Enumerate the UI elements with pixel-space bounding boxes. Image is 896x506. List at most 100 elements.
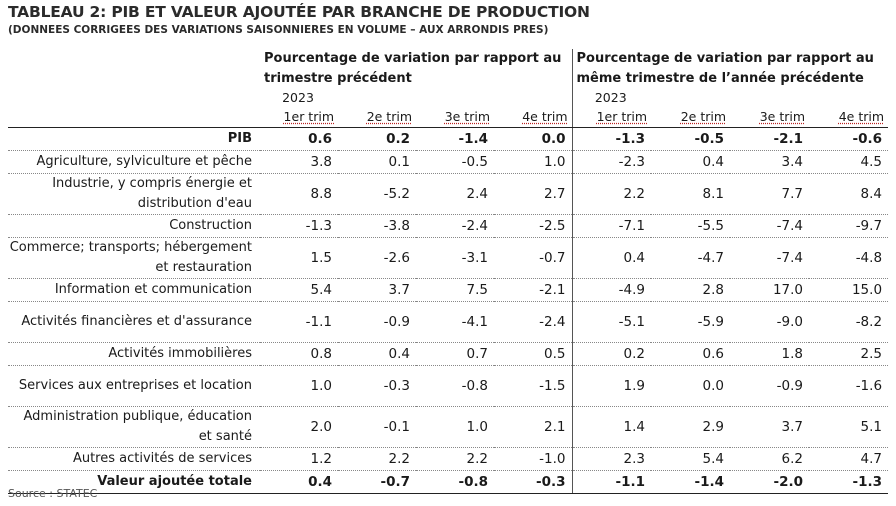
value-cell: 2.0 [260,406,338,448]
value-cell: -0.8 [416,470,494,494]
value-cell: 0.0 [651,365,731,407]
quarter-header: 3e trim [730,107,810,128]
value-cell: -7.4 [730,214,810,238]
table-row: Industrie, y compris énergie et distribu… [8,173,889,215]
table-subtitle: (DONNEES CORRIGEES DES VARIATIONS SAISON… [8,24,549,36]
value-cell: 0.8 [260,342,338,366]
value-cell: -7.1 [572,214,652,238]
row-label: Industrie, y compris énergie et distribu… [8,173,260,215]
value-cell: 0.4 [572,237,652,279]
row-label: Commerce; transports; hébergement et res… [8,237,260,279]
value-cell: 1.0 [416,406,494,448]
year-label: 2023 [282,90,314,105]
value-cell: 1.0 [494,150,573,174]
gdp-table: Pourcentage de variation par rapport au … [8,49,889,494]
value-cell: 8.4 [809,173,889,215]
value-cell: -5.5 [651,214,731,238]
value-cell: -9.0 [730,301,810,343]
quarter-header: 3e trim [416,107,494,128]
table-row: Construction -1.3 -3.8 -2.4 -2.5 -7.1 -5.5 -7.4… [8,214,889,238]
value-cell: 0.6 [651,342,731,366]
value-cell: -2.3 [572,150,652,174]
value-cell: -5.9 [651,301,731,343]
value-cell: 17.0 [730,278,810,302]
table-row: Activités immobilières 0.8 0.4 0.7 0.5 0.2 0.6… [8,342,889,366]
row-label: Activités immobilières [8,342,260,366]
value-cell: 4.7 [809,447,889,471]
table-row: Valeur ajoutée totale 0.4 -0.7 -0.8 -0.3 -1.1… [8,470,889,494]
quarter-header: 1er trim [260,107,338,128]
value-cell: -3.8 [338,214,416,238]
value-cell: 1.4 [572,406,652,448]
value-cell: -0.5 [416,150,494,174]
value-cell: -2.4 [494,301,573,343]
quarter-row: 1er trim 2e trim 3e trim 4e trim 1er tri… [8,107,889,128]
value-cell: -0.7 [494,237,573,279]
value-cell: 0.2 [338,127,416,151]
value-cell: 0.4 [338,342,416,366]
value-cell: 5.4 [260,278,338,302]
value-cell: -2.1 [730,127,810,151]
value-cell: 2.1 [494,406,573,448]
table-row: Commerce; transports; hébergement et res… [8,237,889,279]
value-cell: -1.1 [572,470,652,494]
table-row: Information et communication 5.4 3.7 7.5 -2.… [8,278,889,302]
table-row: Activités financières et d'assurance -1.1… [8,301,889,343]
value-cell: 0.1 [338,150,416,174]
value-cell: -0.7 [338,470,416,494]
row-label: Construction [8,214,260,238]
group-header-qoq: Pourcentage de variation par rapport au … [260,49,573,89]
value-cell: 2.7 [494,173,573,215]
value-cell: -7.4 [730,237,810,279]
value-cell: -0.9 [730,365,810,407]
value-cell: 2.2 [338,447,416,471]
value-cell: 8.1 [651,173,731,215]
value-cell: -1.4 [651,470,731,494]
value-cell: 0.6 [260,127,338,151]
table-title: TABLEAU 2: PIB ET VALEUR AJOUTÉE PAR BRA… [8,3,590,21]
value-cell: 0.5 [494,342,573,366]
value-cell: 3.4 [730,150,810,174]
value-cell: 1.0 [260,365,338,407]
quarter-header: 1er trim [572,107,652,128]
table-row: PIB 0.6 0.2 -1.4 0.0 -1.3 -0.5 -2.1 -0.6 [8,127,889,151]
value-cell: -0.5 [651,127,731,151]
value-cell: 2.9 [651,406,731,448]
value-cell: -2.5 [494,214,573,238]
value-cell: -2.0 [730,470,810,494]
value-cell: -0.9 [338,301,416,343]
quarter-header: 2e trim [338,107,416,128]
table-row: Administration publique, éducation et sa… [8,406,889,448]
value-cell: 2.2 [416,447,494,471]
row-label: Activités financières et d'assurance [8,301,260,343]
value-cell: 3.8 [260,150,338,174]
value-cell: 0.4 [260,470,338,494]
table-row: Autres activités de services 1.2 2.2 2.2 -1.… [8,447,889,471]
value-cell: -1.3 [809,470,889,494]
value-cell: -1.0 [494,447,573,471]
value-cell: -1.3 [572,127,652,151]
value-cell: 2.8 [651,278,731,302]
row-label: Valeur ajoutée totale [8,470,260,494]
row-label: Information et communication [8,278,260,302]
row-label: Services aux entreprises et location [8,365,260,407]
group-header-yoy: Pourcentage de variation par rapport au … [576,51,874,86]
value-cell: -1.3 [260,214,338,238]
value-cell: -1.4 [416,127,494,151]
value-cell: -1.6 [809,365,889,407]
value-cell: 1.5 [260,237,338,279]
value-cell: 6.2 [730,447,810,471]
value-cell: 1.9 [572,365,652,407]
quarter-header: 4e trim [809,107,889,128]
value-cell: 3.7 [730,406,810,448]
table-row: Agriculture, sylviculture et pêche 3.8 0.1… [8,150,889,174]
value-cell: -1.1 [260,301,338,343]
value-cell: -5.2 [338,173,416,215]
year-label: 2023 [594,90,627,105]
value-cell: -2.1 [494,278,573,302]
value-cell: 15.0 [809,278,889,302]
value-cell: -4.1 [416,301,494,343]
group-header-row: Pourcentage de variation par rapport au … [8,49,888,89]
value-cell: -0.6 [809,127,889,151]
value-cell: 2.4 [416,173,494,215]
